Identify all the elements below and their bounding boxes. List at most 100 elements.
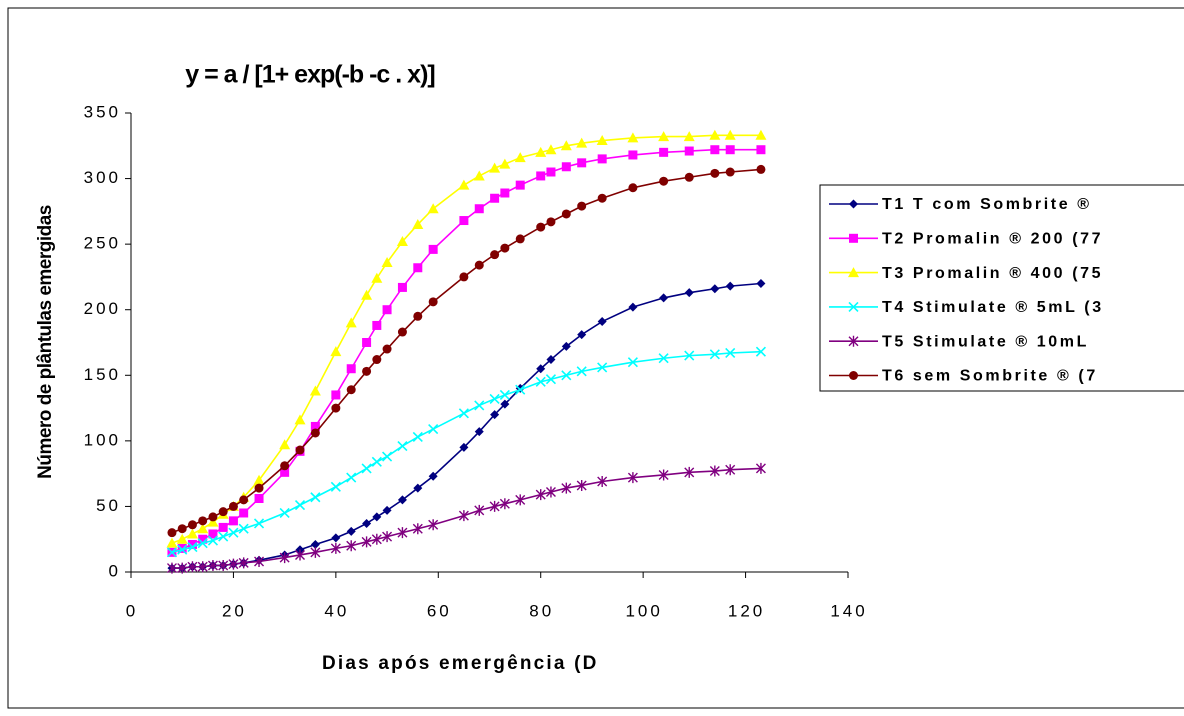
data-point [412,431,423,442]
data-point [709,465,720,477]
data-point [489,393,500,404]
data-point [208,512,218,522]
series-line [171,467,761,569]
data-point [515,494,526,506]
data-point [597,154,607,164]
data-point [254,556,265,568]
data-point [346,540,357,552]
data-point [228,501,238,511]
data-point [535,146,547,157]
y-tick-label: 50 [96,496,121,515]
data-point [294,414,306,425]
data-point [177,544,188,555]
y-tick-label: 200 [84,299,121,318]
data-point [597,317,607,327]
data-point [310,546,321,558]
data-point [658,469,669,481]
data-point [382,344,392,354]
data-point [218,531,229,542]
data-point [474,427,484,437]
data-point [499,158,511,169]
y-tick-label: 250 [84,234,121,253]
data-point [515,180,525,190]
data-point [253,474,265,485]
legend-label: T2 Promalin ® 200 (77 [882,231,1103,248]
data-point [239,508,249,518]
data-point [684,288,694,298]
data-point [413,311,423,321]
data-point [382,305,392,315]
data-point [197,561,208,573]
data-point [331,390,341,400]
data-point [756,145,766,155]
data-point [546,217,556,227]
data-point [427,203,439,214]
y-tick-label: 350 [84,102,121,121]
data-point [280,461,290,471]
data-point [546,167,556,177]
data-point [725,347,736,359]
legend-marker [848,335,859,347]
data-point [207,559,218,571]
data-point [346,526,356,536]
data-point [490,193,500,203]
data-point [361,536,372,548]
data-point [576,366,587,377]
data-point [397,495,407,505]
legend-label: T3 Promalin ® 400 (75 [882,265,1103,282]
data-point [536,222,546,232]
data-point [710,145,720,155]
data-point [331,533,341,543]
legend-label: T6 sem Sombrite ® (7 [882,368,1098,385]
data-point [755,462,766,474]
data-point [428,423,439,435]
data-point [658,353,669,364]
data-point [310,492,321,503]
data-point [253,518,265,529]
data-point [597,476,608,488]
data-point [238,523,249,534]
data-point [546,355,556,365]
data-point [361,463,372,474]
data-point [295,549,306,561]
data-point [176,533,188,544]
data-point [254,483,264,493]
data-point [371,272,383,283]
data-point [458,408,469,419]
data-point [684,350,695,361]
data-point [428,244,438,254]
legend-marker [848,267,859,278]
data-point [167,528,177,538]
data-point [238,557,249,569]
data-point [166,537,178,548]
data-point [346,472,357,483]
data-point [659,147,669,157]
data-point [218,507,228,517]
data-point [474,260,484,270]
data-point [561,341,571,351]
data-point [362,338,372,347]
data-point [382,505,392,515]
data-point [428,297,438,307]
data-point [207,535,219,546]
data-point [187,542,198,553]
data-point [187,561,198,573]
legend-label: T5 Stimulate ® 10mL [882,333,1089,350]
data-point [596,135,608,146]
data-point [330,481,341,492]
data-point [710,168,720,178]
data-point [474,204,484,214]
data-point [725,464,736,476]
data-point [627,357,638,368]
data-point [725,145,735,155]
x-tick-label: 140 [830,601,867,620]
data-point [362,366,372,376]
data-point [428,471,438,481]
data-point [458,179,470,190]
data-point [459,442,469,452]
data-point [515,234,525,244]
data-point [490,410,500,420]
data-point [295,445,305,455]
data-point [382,451,393,462]
data-point [279,507,290,519]
